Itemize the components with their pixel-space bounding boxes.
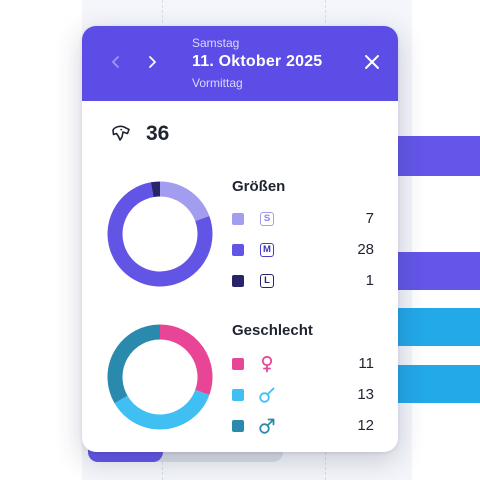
legend-swatch	[232, 243, 244, 256]
date-title: 11. Oktober 2025	[192, 53, 323, 70]
legend-count: 11	[358, 355, 374, 372]
gender-title: Geschlecht	[232, 322, 313, 339]
legend-count: 13	[357, 386, 374, 403]
legend-swatch	[232, 212, 244, 225]
daypart-label: Vormittag	[192, 76, 243, 90]
gender-donut-chart	[107, 324, 213, 430]
sizes-donut-chart	[107, 181, 213, 287]
legend-swatch	[232, 388, 244, 401]
legend-swatch	[232, 357, 244, 370]
previous-day-button[interactable]	[102, 48, 130, 76]
female-icon	[261, 355, 273, 372]
close-icon	[365, 55, 379, 69]
male-icon	[259, 418, 275, 434]
legend-item-size-l: L 1	[232, 265, 374, 296]
chevron-right-icon	[149, 56, 156, 68]
sizes-segment-2	[150, 181, 161, 198]
legend-swatch	[232, 419, 244, 432]
weekday-label: Samstag	[192, 36, 240, 50]
legend-item-male: 12	[232, 410, 374, 441]
male-neutered-icon	[259, 387, 275, 403]
legend-count: 7	[365, 210, 374, 227]
legend-item-size-s: S 7	[232, 203, 374, 234]
size-m-icon: M	[260, 242, 274, 257]
close-button[interactable]	[358, 48, 386, 76]
popover-header: Samstag 11. Oktober 2025 Vormittag	[82, 26, 398, 101]
legend-item-male-neutered: 13	[232, 379, 374, 410]
sizes-segment-1	[107, 182, 213, 287]
gender-legend: 11 13 12	[232, 348, 374, 441]
dog-head-icon	[112, 125, 130, 141]
chevron-left-icon	[112, 56, 119, 68]
legend-item-female: 11	[232, 348, 374, 379]
total-dogs: 36	[110, 122, 169, 146]
gender-segment-1	[114, 389, 210, 430]
next-day-button[interactable]	[138, 48, 166, 76]
sizes-legend: S 7 M 28 L 1	[232, 203, 374, 296]
size-s-icon: S	[260, 211, 274, 226]
legend-count: 12	[357, 417, 374, 434]
total-count: 36	[146, 122, 170, 145]
occupancy-popover: Samstag 11. Oktober 2025 Vormittag 36 Gr…	[82, 26, 398, 452]
legend-count: 1	[365, 272, 374, 289]
legend-swatch	[232, 274, 244, 287]
gender-segment-0	[159, 324, 213, 395]
sizes-segment-0	[159, 181, 210, 222]
legend-count: 28	[357, 241, 374, 258]
legend-item-size-m: M 28	[232, 234, 374, 265]
sizes-title: Größen	[232, 178, 286, 195]
gender-segment-2	[107, 324, 161, 404]
size-l-icon: L	[260, 273, 274, 288]
